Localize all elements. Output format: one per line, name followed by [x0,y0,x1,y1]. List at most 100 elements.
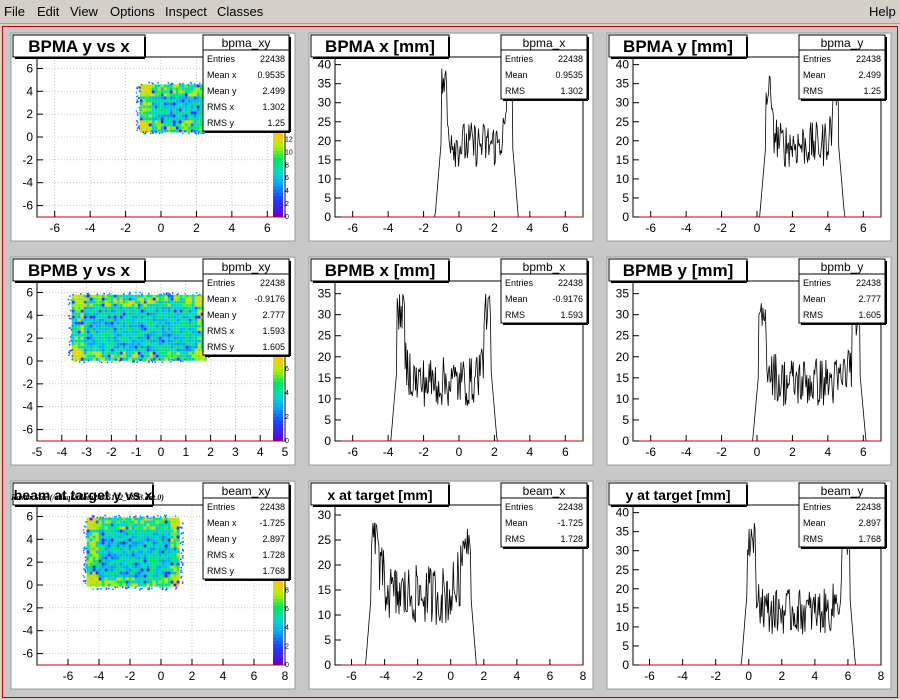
density-cell [182,532,184,534]
x-tick-label: -4 [56,445,67,459]
density-cell [68,341,71,343]
density-cell [151,587,153,590]
density-cell [137,297,141,301]
menu-edit[interactable]: Edit [37,4,60,19]
density-cell [152,544,156,548]
density-cell [194,309,198,313]
density-cell [110,309,114,313]
density-cell [200,354,204,358]
density-cell [92,580,96,584]
density-cell [119,297,123,301]
stats-value: 22438 [856,502,881,512]
density-cell [146,333,150,337]
density-cell [108,587,110,590]
density-cell [142,516,144,519]
density-cell [190,111,194,115]
density-cell [170,354,174,358]
palette-segment [273,399,283,403]
density-cell [89,556,93,560]
density-cell [182,342,186,346]
density-cell [95,309,99,313]
palette-tick-label: 0 [285,662,289,669]
density-cell [163,84,167,88]
density-cell [157,96,161,100]
density-cell [158,562,162,566]
density-cell [101,559,105,563]
density-cell [158,547,162,551]
density-cell [157,111,161,115]
density-cell [151,82,153,84]
density-cell [164,574,168,578]
menu-options[interactable]: Options [110,4,155,19]
stats-key: Entries [505,54,534,64]
stats-key: Entries [207,502,236,512]
density-cell [155,300,159,304]
density-cell [185,300,189,304]
density-cell [143,294,147,298]
density-cell [80,327,84,331]
density-cell [71,300,75,304]
density-cell [98,550,102,554]
density-cell [167,556,171,560]
density-cell [92,550,96,554]
menu-classes[interactable]: Classes [217,4,264,19]
density-cell [83,333,87,337]
density-cell [149,348,153,352]
density-cell [181,123,185,127]
density-cell [176,339,180,343]
density-cell [136,99,138,101]
menu-help[interactable]: Help [869,4,896,19]
density-cell [187,87,191,91]
density-cell [125,333,129,337]
density-cell [146,556,150,560]
density-cell [95,577,99,581]
density-cell [175,84,179,88]
density-cell [122,538,126,542]
density-cell [86,336,90,340]
density-cell [140,294,144,298]
root-canvas[interactable]: 0 2 4 6 8 10 12 -6 -4 -2 0 2 4 6 -6 -4 -2 0 2 4 6 BPMA y vs x… [2,26,898,698]
density-cell [68,317,71,320]
density-cell [170,294,174,298]
density-cell [200,303,204,307]
menu-view[interactable]: View [70,4,98,19]
menu-file[interactable]: File [4,4,25,19]
density-cell [145,123,149,127]
palette-segment [273,654,283,659]
y-tick-label: 35 [318,77,332,91]
density-cell [92,339,96,343]
menu-inspect[interactable]: Inspect [165,4,207,19]
density-cell [139,90,143,94]
density-cell [140,348,144,352]
x-tick-label: 8 [878,669,885,683]
density-cell [142,108,146,112]
density-cell [197,300,201,304]
density-cell [86,532,90,536]
density-cell [86,520,90,524]
stats-value: 1.605 [858,310,881,320]
density-cell [164,306,168,310]
x-tick-label: 2 [789,445,796,459]
density-cell [191,330,195,334]
density-cell [131,529,135,533]
density-cell [196,114,200,118]
density-cell [98,583,102,587]
density-cell [125,342,129,346]
density-cell [119,580,123,584]
stats-value: 1.593 [560,310,583,320]
density-cell [197,357,201,361]
density-cell [95,333,99,337]
density-cell [193,123,197,127]
density-cell [158,544,162,548]
density-cell [131,327,135,331]
density-cell [161,553,165,557]
density-cell [188,294,192,298]
density-cell [98,559,102,563]
density-cell [167,571,171,575]
density-cell [164,571,168,575]
density-cell [188,312,192,316]
density-cell [158,303,162,307]
density-cell [128,354,132,358]
density-cell [160,102,164,106]
